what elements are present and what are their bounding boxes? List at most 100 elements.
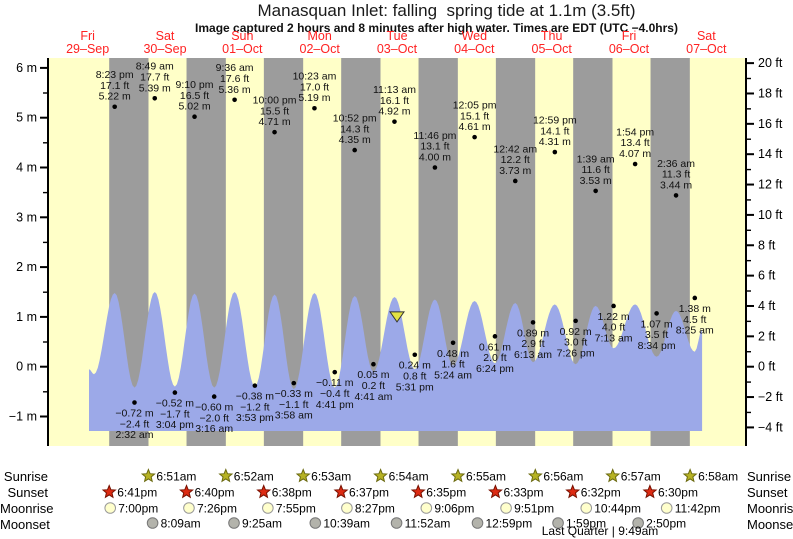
- low-tide-annotation: 1.38 m4.5 ft8:25 am: [676, 295, 714, 337]
- low-tide-dot: [172, 390, 178, 395]
- high-tide-dot: [392, 119, 397, 124]
- moonrise-circle-icon: [580, 502, 593, 514]
- astro-row-sunset: 6:41pm 6:40pm 6:38pm 6:37pm 6:35pm 6:33pm 6:32…: [101, 484, 698, 500]
- low-tide-dot: [332, 369, 338, 375]
- right-axis-label: 14 ft: [758, 147, 783, 161]
- low-tide-ft: 2.0 ft: [483, 352, 506, 364]
- low-tide-time: 5:24 am: [434, 369, 472, 381]
- sunrise-time: 6:52am: [234, 470, 274, 484]
- sunrise-time: 6:58am: [698, 470, 738, 484]
- sunset-star-icon: [256, 484, 272, 499]
- high-tide-dot: [112, 104, 117, 110]
- right-axis-label: 6 ft: [758, 269, 776, 283]
- high-tide-dot: [552, 149, 558, 155]
- right-major-tick: [747, 426, 754, 429]
- moonset-circle-icon: [552, 517, 564, 529]
- low-tide-dot: [654, 311, 659, 316]
- right-major-tick: [747, 122, 754, 125]
- low-tide-time: 6:13 am: [514, 349, 552, 361]
- moonset-circle-icon: [471, 517, 484, 529]
- sunset-time: 6:38pm: [272, 486, 312, 500]
- astro-row-moonset: 8:09am 9:25am 10:39am 11:52am 12:59pm 1:59pm 2…: [146, 517, 686, 531]
- day-weekday-label: Sat: [697, 29, 716, 43]
- high-tide-dot: [312, 105, 317, 111]
- left-axis-line: [47, 58, 49, 446]
- moonrise-time: 11:42pm: [675, 502, 721, 516]
- high-tide-dot: [632, 161, 638, 167]
- right-minor-tick: [747, 351, 751, 353]
- sunset-star-icon: [642, 484, 658, 499]
- low-tide-dot: [412, 352, 418, 358]
- high-tide-dot: [272, 129, 277, 135]
- day-weekday-label: Wed: [462, 29, 488, 43]
- low-tide-annotation: 0.61 m2.0 ft6:24 pm: [476, 334, 514, 375]
- moonrise-time: 10:44pm: [594, 502, 641, 516]
- high-tide-time: 8:49 am: [136, 61, 174, 73]
- moonrise-circle-icon: [104, 502, 117, 514]
- low-tide-dot: [573, 318, 578, 324]
- left-major-tick: [40, 66, 47, 69]
- low-tide-ft: −2.4 ft: [120, 418, 150, 430]
- low-tide-time: 3:58 am: [275, 410, 313, 422]
- high-tide-time: 2:36 am: [657, 158, 695, 170]
- left-major-tick: [40, 116, 47, 119]
- left-minor-tick: [43, 191, 47, 194]
- low-tide-m: 0.89 m: [517, 327, 549, 339]
- right-axis-label: 16 ft: [758, 117, 783, 131]
- high-tide-dot: [512, 178, 518, 184]
- low-tide-dot: [492, 334, 498, 339]
- left-minor-tick: [43, 142, 47, 144]
- high-tide-m: 5.22 m: [99, 91, 131, 103]
- low-tide-m: −0.33 m: [275, 388, 313, 400]
- high-tide-time: 12:05 pm: [453, 100, 497, 112]
- high-tide-ft: 14.3 ft: [340, 123, 369, 135]
- moonrise-circle-icon: [660, 502, 673, 514]
- high-tide-time: 10:23 am: [293, 71, 337, 83]
- right-minor-tick: [747, 168, 751, 171]
- left-axis-label: 3 m: [16, 210, 37, 224]
- day-weekday-label: Sun: [231, 29, 253, 43]
- day-date-label: 01–Oct: [222, 42, 263, 56]
- low-tide-m: 1.07 m: [641, 318, 673, 330]
- moonset-row-label-right: Moonset: [747, 517, 793, 532]
- right-major-tick: [747, 396, 754, 399]
- high-tide-ft: 13.1 ft: [420, 141, 449, 153]
- high-tide-m: 5.19 m: [298, 92, 330, 104]
- high-tide-time: 12:59 pm: [533, 114, 577, 126]
- low-tide-m: −0.38 m: [236, 391, 274, 403]
- low-tide-m: −0.60 m: [195, 402, 233, 414]
- moonrise-time: 9:51pm: [514, 502, 554, 516]
- high-tide-ft: 13.4 ft: [621, 137, 650, 149]
- left-major-tick: [40, 365, 47, 368]
- sunset-time: 6:33pm: [503, 486, 543, 500]
- low-tide-m: 0.61 m: [479, 341, 511, 353]
- low-tide-m: 1.22 m: [598, 311, 630, 323]
- day-date-label: 29–Sep: [66, 42, 109, 56]
- moon-phase-note: Last Quarter | 9:49am: [541, 524, 659, 538]
- moonset-time: 10:39am: [323, 517, 370, 531]
- low-tide-ft: −2.0 ft: [199, 412, 229, 424]
- low-tide-annotation: −0.38 m−1.2 ft3:53 pm: [236, 383, 274, 424]
- astro-row-sunrise: 6:51am 6:52am 6:53am 6:54am 6:55am 6:56am 6:57…: [140, 468, 738, 484]
- sunset-star-icon: [565, 484, 581, 499]
- low-tide-time: 8:25 am: [676, 325, 714, 337]
- right-axis-line: [745, 58, 747, 446]
- right-minor-tick: [747, 108, 751, 110]
- left-axis-label: 5 m: [16, 111, 37, 125]
- low-tide-annotation: 1.07 m3.5 ft8:34 pm: [638, 311, 676, 352]
- sunset-star-icon: [179, 484, 194, 499]
- low-tide-dot: [611, 303, 616, 309]
- left-major-tick: [40, 266, 47, 269]
- high-tide-dot: [472, 134, 477, 140]
- right-major-tick: [747, 274, 754, 277]
- left-major-tick: [40, 315, 47, 318]
- sunrise-star-icon: [682, 468, 698, 483]
- moonset-time: 9:25am: [242, 517, 282, 531]
